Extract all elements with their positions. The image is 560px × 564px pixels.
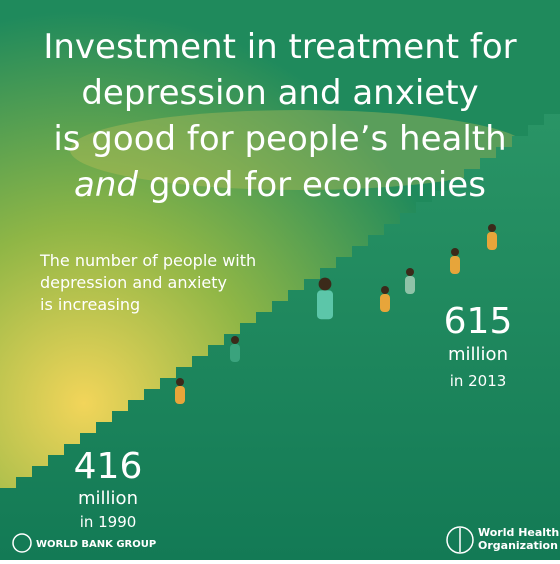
title-line: and good for economies (74, 165, 486, 205)
staircase (0, 103, 560, 560)
stat-unit: million (448, 344, 508, 365)
figure (450, 256, 460, 274)
subtitle-line: depression and anxiety (40, 273, 227, 292)
figure-head (318, 277, 332, 291)
subtitle-line: The number of people with (39, 251, 256, 270)
title-line-end: good for economies (149, 165, 486, 205)
logo-text: World Health (478, 526, 559, 539)
title: Investment in treatment for depression a… (43, 27, 516, 205)
stat-number: 416 (74, 446, 143, 487)
subtitle-line: is increasing (40, 295, 140, 314)
figure-head (381, 286, 389, 294)
stat-unit: million (78, 488, 138, 509)
stat-number: 615 (444, 301, 513, 342)
title-emphasis: and (74, 165, 138, 205)
figure (175, 386, 185, 404)
figure (487, 232, 497, 250)
cloud (70, 110, 530, 190)
figure (380, 294, 390, 312)
figure-head (451, 248, 459, 256)
title-line: is good for people’s health (53, 119, 506, 159)
logo-who: World Health Organization (446, 526, 559, 554)
subtitle: The number of people with depression and… (39, 251, 256, 314)
figure-head (176, 378, 184, 386)
figure (317, 290, 333, 320)
figure-head (406, 268, 414, 276)
logo-text: WORLD BANK GROUP (36, 539, 156, 550)
figure-head (488, 224, 496, 232)
figures (175, 224, 497, 404)
stat-2013: 615 million in 2013 (444, 301, 513, 390)
stat-year: in 2013 (450, 372, 507, 390)
figure (230, 344, 240, 362)
figure-head (231, 336, 239, 344)
title-line: depression and anxiety (81, 73, 478, 113)
stat-year: in 1990 (80, 513, 137, 531)
stat-1990: 416 million in 1990 (74, 446, 143, 531)
title-line: Investment in treatment for (43, 27, 516, 67)
logo-world-bank: WORLD BANK GROUP (12, 533, 156, 553)
logo-text: Organization (478, 539, 558, 552)
figure (405, 276, 415, 294)
